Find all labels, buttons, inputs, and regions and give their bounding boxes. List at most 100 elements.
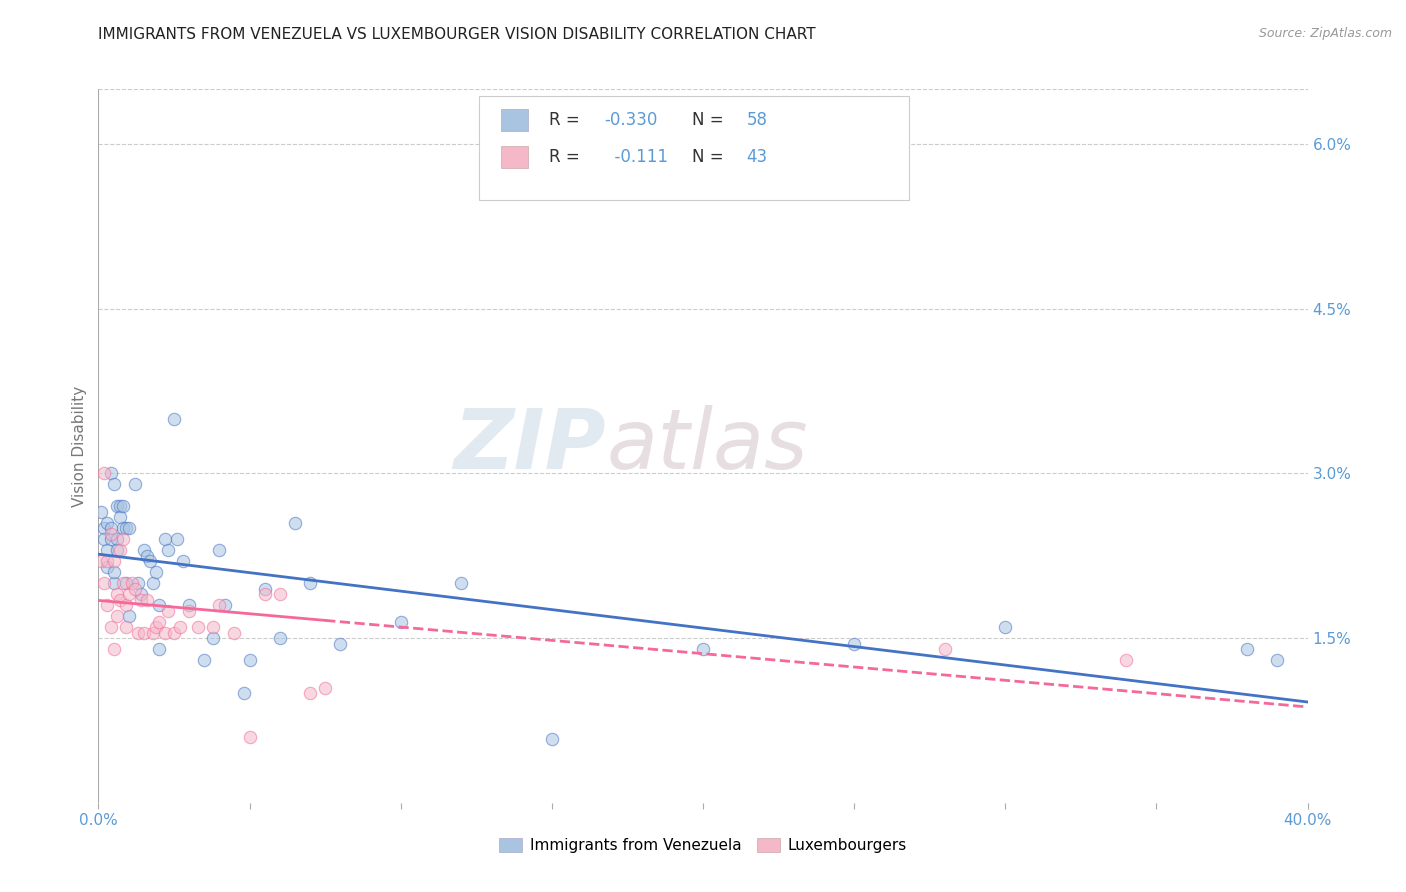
Point — [299, 686, 322, 700]
Point — [108, 510, 131, 524]
Point — [299, 576, 322, 591]
Point — [172, 554, 194, 568]
Point — [329, 637, 352, 651]
Point — [994, 620, 1017, 634]
Point — [153, 533, 176, 547]
Point — [90, 554, 112, 568]
Point — [142, 625, 165, 640]
Point — [100, 620, 122, 634]
Point — [103, 642, 125, 657]
Point — [148, 642, 170, 657]
Point — [105, 533, 128, 547]
Point — [90, 505, 112, 519]
Point — [232, 686, 254, 700]
Point — [163, 625, 186, 640]
Point — [844, 637, 866, 651]
Point — [127, 625, 149, 640]
Point — [314, 681, 336, 695]
Point — [103, 477, 125, 491]
FancyBboxPatch shape — [501, 109, 527, 130]
Point — [148, 598, 170, 612]
Point — [118, 521, 141, 535]
Point — [224, 625, 246, 640]
Point — [139, 554, 162, 568]
Text: N =: N = — [692, 148, 728, 166]
Point — [96, 516, 118, 530]
Point — [111, 576, 134, 591]
Point — [1115, 653, 1137, 667]
Point — [208, 598, 231, 612]
Point — [169, 620, 191, 634]
FancyBboxPatch shape — [501, 145, 527, 168]
Point — [108, 592, 131, 607]
Point — [108, 500, 131, 514]
Point — [179, 604, 201, 618]
Text: Source: ZipAtlas.com: Source: ZipAtlas.com — [1258, 27, 1392, 40]
Text: 43: 43 — [747, 148, 768, 166]
Text: atlas: atlas — [606, 406, 808, 486]
Point — [450, 576, 472, 591]
Point — [124, 477, 146, 491]
Point — [100, 521, 122, 535]
Point — [202, 620, 225, 634]
Point — [105, 587, 128, 601]
Point — [269, 587, 291, 601]
Text: -0.330: -0.330 — [603, 111, 657, 128]
Point — [239, 730, 262, 744]
Point — [96, 543, 118, 558]
Text: 58: 58 — [747, 111, 768, 128]
Point — [93, 576, 115, 591]
Point — [934, 642, 956, 657]
Point — [1236, 642, 1258, 657]
Point — [93, 521, 115, 535]
Point — [100, 533, 122, 547]
Point — [121, 576, 143, 591]
Point — [153, 625, 176, 640]
Text: R =: R = — [550, 148, 585, 166]
Point — [145, 566, 167, 580]
Point — [105, 543, 128, 558]
Point — [692, 642, 714, 657]
Point — [96, 554, 118, 568]
Point — [253, 582, 276, 596]
Point — [132, 625, 155, 640]
Point — [187, 620, 209, 634]
Point — [156, 543, 179, 558]
Point — [284, 516, 307, 530]
Point — [124, 582, 146, 596]
Point — [253, 587, 276, 601]
Legend: Immigrants from Venezuela, Luxembourgers: Immigrants from Venezuela, Luxembourgers — [494, 832, 912, 859]
Point — [103, 566, 125, 580]
Point — [269, 631, 291, 645]
Point — [100, 467, 122, 481]
Point — [105, 500, 128, 514]
Point — [135, 592, 157, 607]
Point — [114, 620, 136, 634]
Point — [129, 587, 152, 601]
Point — [118, 609, 141, 624]
Point — [105, 609, 128, 624]
Point — [103, 576, 125, 591]
Point — [163, 411, 186, 425]
Point — [156, 604, 179, 618]
Point — [100, 526, 122, 541]
Text: -0.111: -0.111 — [603, 148, 668, 166]
Point — [148, 615, 170, 629]
Point — [1267, 653, 1289, 667]
Point — [179, 598, 201, 612]
Point — [127, 576, 149, 591]
Point — [135, 549, 157, 563]
Point — [145, 620, 167, 634]
Point — [96, 598, 118, 612]
Point — [132, 543, 155, 558]
Point — [129, 592, 152, 607]
Point — [540, 732, 562, 747]
Point — [111, 521, 134, 535]
Point — [239, 653, 262, 667]
Point — [114, 576, 136, 591]
Point — [208, 543, 231, 558]
FancyBboxPatch shape — [479, 96, 908, 200]
Text: N =: N = — [692, 111, 728, 128]
Point — [114, 521, 136, 535]
Point — [103, 554, 125, 568]
